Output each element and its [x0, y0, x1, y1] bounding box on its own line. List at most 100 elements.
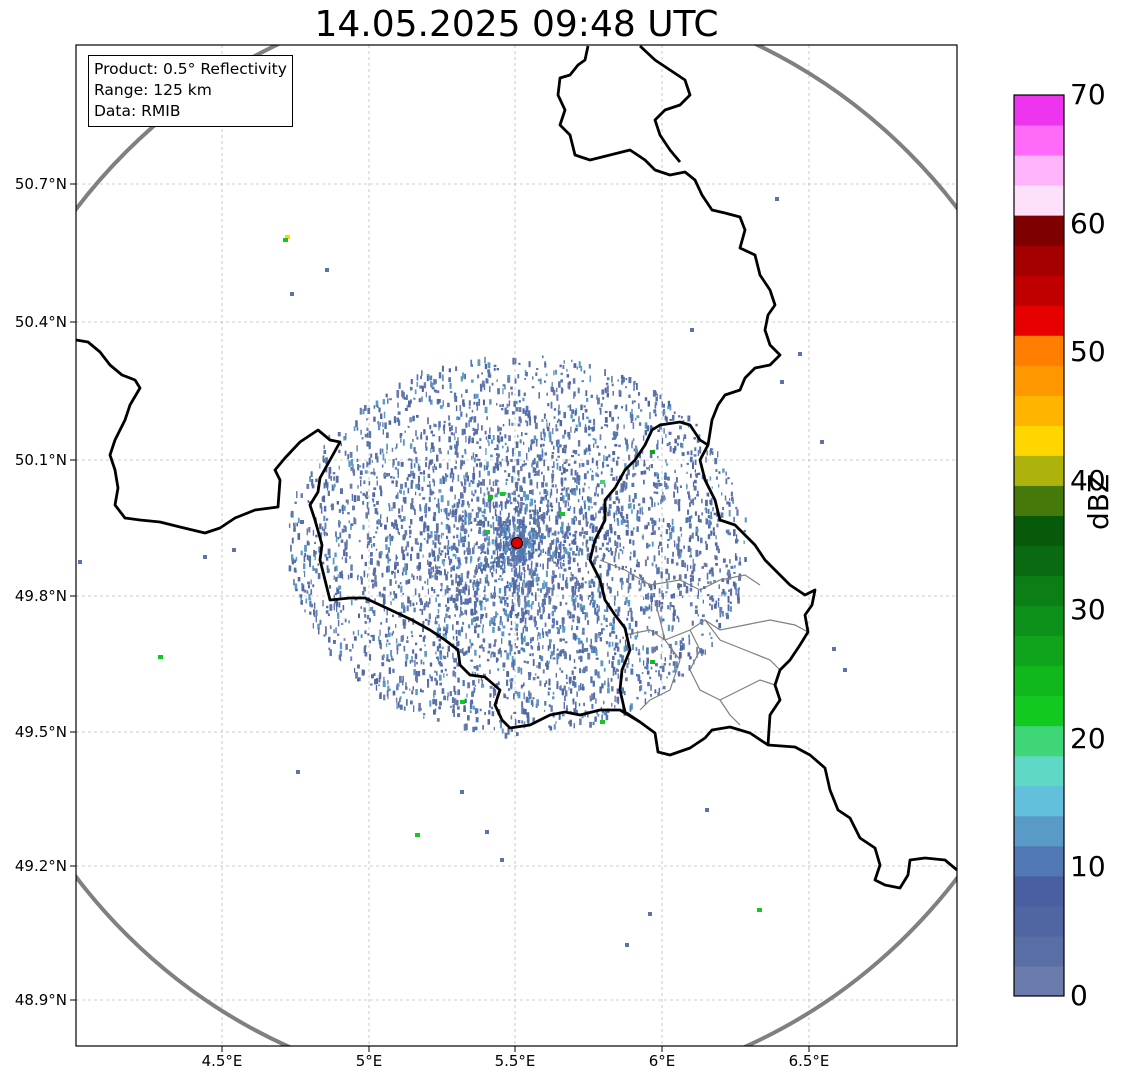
colorbar-band — [1014, 875, 1064, 907]
echo-pixel — [455, 573, 458, 579]
echo-pixel — [534, 673, 537, 676]
colorbar-band — [1014, 305, 1064, 336]
echo-pixel — [704, 507, 707, 511]
echo-pixel — [502, 540, 505, 548]
echo-pixel — [499, 404, 502, 407]
echo-pixel — [709, 603, 711, 606]
map-frame — [75, 44, 958, 1047]
echo-pixel — [369, 559, 373, 563]
echo-pixel — [422, 625, 424, 633]
echo-pixel — [668, 525, 671, 531]
echo-pixel — [367, 432, 369, 438]
echo-pixel — [534, 509, 536, 515]
echo-pixel — [516, 732, 519, 737]
echo-pixel — [591, 526, 595, 533]
echo-pixel — [686, 462, 689, 465]
echo-pixel — [465, 514, 468, 517]
echo-pixel — [415, 675, 418, 682]
echo-pixel — [585, 612, 589, 618]
echo-pixel — [310, 471, 313, 478]
echo-pixel — [658, 687, 661, 693]
echo-pixel — [464, 581, 467, 586]
echo-pixel — [545, 494, 547, 501]
echo-pixel — [494, 586, 496, 593]
echo-pixel — [508, 519, 511, 526]
echo-pixel — [729, 498, 731, 501]
echo-pixel — [542, 609, 545, 615]
echo-pixel — [625, 645, 629, 651]
echo-pixel — [560, 477, 564, 485]
lon-label: 5.5°E — [494, 1052, 536, 1070]
echo-pixel — [639, 507, 642, 515]
echo-pixel — [556, 387, 558, 393]
echo-pixel — [495, 493, 498, 497]
echo-pixel — [638, 680, 642, 684]
echo-pixel — [360, 429, 362, 435]
echo-pixel — [384, 458, 386, 464]
echo-pixel — [414, 653, 418, 660]
echo-pixel — [463, 651, 466, 656]
echo-pixel — [606, 392, 609, 398]
echo-pixel — [391, 570, 394, 574]
echo-pixel — [589, 721, 592, 728]
echo-pixel — [511, 567, 513, 572]
echo-pixel — [300, 520, 304, 524]
echo-pixel — [553, 561, 556, 564]
echo-pixel — [609, 547, 612, 551]
echo-pixel — [566, 526, 569, 533]
echo-pixel — [583, 405, 586, 408]
echo-pixel — [378, 680, 381, 683]
echo-pixel — [523, 625, 527, 629]
echo-pixel — [701, 566, 704, 569]
echo-pixel — [506, 500, 510, 504]
echo-pixel — [565, 674, 568, 680]
echo-pixel — [480, 564, 482, 572]
echo-pixel — [433, 557, 436, 562]
echo-pixel — [556, 657, 559, 665]
echo-pixel — [573, 682, 577, 688]
echo-pixel — [547, 509, 550, 513]
echo-pixel — [681, 452, 684, 456]
echo-pixel — [319, 619, 322, 625]
echo-pixel — [371, 674, 374, 679]
echo-pixel — [603, 711, 606, 716]
echo-pixel — [313, 602, 316, 609]
echo-pixel — [487, 491, 490, 496]
echo-pixel — [504, 601, 506, 606]
echo-pixel — [380, 523, 383, 526]
echo-pixel — [485, 448, 487, 455]
echo-pixel — [524, 552, 528, 556]
echo-pixel — [522, 408, 525, 414]
echo-pixel — [420, 688, 422, 693]
echo-pixel — [364, 621, 368, 624]
echo-pixel — [460, 537, 463, 543]
echo-pixel — [674, 438, 677, 444]
echo-pixel — [671, 593, 674, 597]
echo-pixel — [661, 547, 663, 553]
echo-pixel — [383, 474, 386, 477]
echo-pixel — [463, 705, 466, 712]
echo-pixel — [718, 622, 722, 629]
echo-pixel — [454, 466, 457, 470]
echo-pixel — [523, 491, 526, 498]
echo-pixel — [556, 439, 560, 445]
echo-pixel — [574, 597, 577, 603]
echo-pixel — [558, 381, 561, 388]
echo-pixel — [636, 510, 639, 514]
echo-pixel — [524, 377, 527, 380]
lat-label: 49.5°N — [14, 723, 67, 741]
echo-pixel — [505, 450, 508, 453]
echo-pixel — [305, 598, 308, 604]
echo-pixel — [532, 376, 534, 380]
echo-pixel — [510, 726, 513, 732]
echo-pixel — [312, 484, 315, 489]
echo-pixel — [579, 532, 582, 537]
echo-pixel — [557, 455, 560, 458]
echo-pixel — [571, 670, 574, 675]
echo-pixel — [663, 663, 666, 666]
echo-pixel — [610, 467, 613, 473]
echo-pixel — [611, 416, 615, 422]
echo-pixel — [559, 496, 563, 501]
echo-pixel — [598, 591, 602, 599]
echo-pixel — [508, 582, 512, 586]
